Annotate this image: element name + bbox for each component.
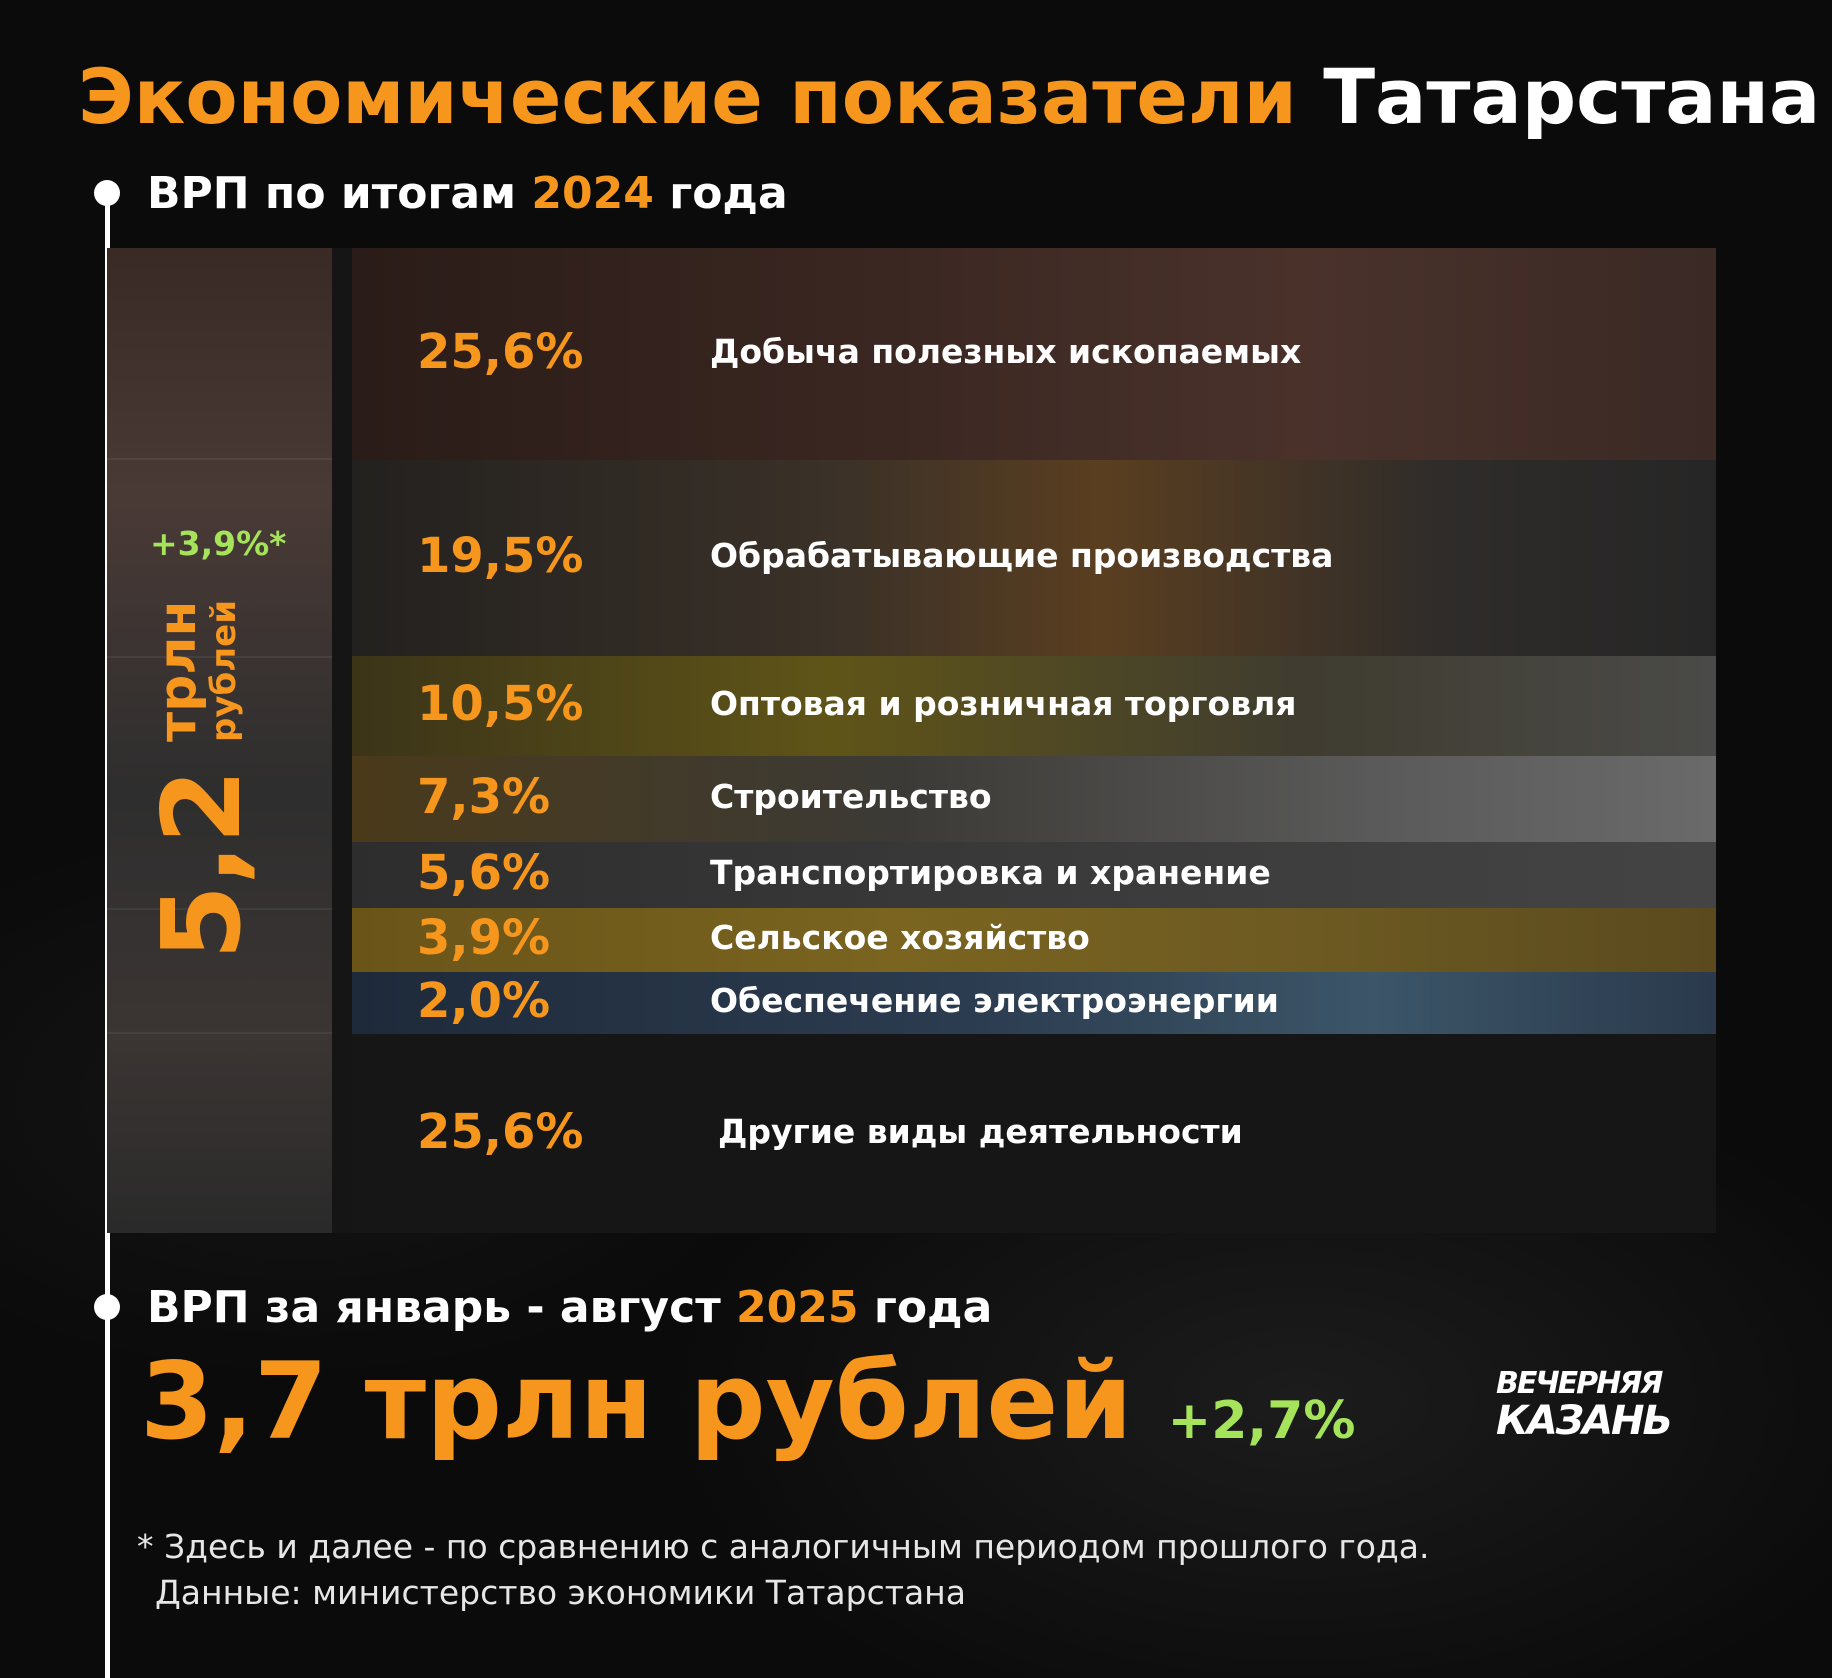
sector-row: 2,0% Обеспечение электроэнергии (352, 972, 1716, 1036)
total-2024-value: 5,2 (140, 768, 265, 960)
sector-share: 5,6% (417, 845, 551, 901)
logo-line-2: КАЗАНЬ (1496, 1398, 1673, 1444)
column-divider (107, 1032, 332, 1034)
column-divider (107, 908, 332, 910)
sector-row: 10,5% Оптовая и розничная торговля (352, 656, 1716, 758)
sector-label: Транспортировка и хранение (710, 853, 1271, 892)
unit-line-1: трлн (148, 600, 208, 742)
column-divider (107, 458, 332, 460)
heading-2024-year: 2024 (531, 168, 654, 219)
sector-label: Сельское хозяйство (710, 918, 1090, 957)
footnote-line-2: Данные: министерство экономики Татарстан… (155, 1573, 966, 1612)
footnote: * Здесь и далее - по сравнению с аналоги… (137, 1524, 1429, 1616)
heading-2025-text-after: года (873, 1282, 993, 1333)
page-title: Экономические показатели Татарстана (78, 52, 1821, 141)
sector-label: Другие виды деятельности (718, 1112, 1243, 1151)
sector-row: 7,3% Строительство (352, 756, 1716, 844)
section-heading-2025: ВРП за январь - август 2025 года (147, 1282, 992, 1333)
total-column (107, 248, 332, 1233)
vechernyaya-kazan-logo: ВЕЧЕРНЯЯ КАЗАНЬ (1496, 1368, 1716, 1444)
sector-row: 25,6% Добыча полезных ископаемых (352, 248, 1716, 462)
sector-label: Добыча полезных ископаемых (710, 332, 1302, 371)
sector-share: 25,6% (417, 324, 584, 380)
timeline-dot-2024 (94, 180, 120, 206)
sector-share: 10,5% (417, 676, 584, 732)
total-2024: 5,2 (140, 769, 265, 960)
heading-2024-text-after: года (669, 168, 788, 219)
logo-line-1: ВЕЧЕРНЯЯ (1496, 1366, 1663, 1401)
heading-2025-text-before: ВРП за январь - август (147, 1282, 721, 1333)
title-part-2: Татарстана (1323, 52, 1821, 141)
heading-2024-text-before: ВРП по итогам (147, 168, 517, 219)
sector-share: 2,0% (417, 973, 551, 1029)
sector-label: Обеспечение электроэнергии (710, 981, 1279, 1020)
column-divider (107, 656, 332, 658)
growth-2025: +2,7% (1167, 1391, 1356, 1451)
timeline-dot-2025 (94, 1294, 120, 1320)
heading-2025-year: 2025 (736, 1282, 859, 1333)
sector-share: 19,5% (417, 528, 584, 584)
sector-row: 25,6% Другие виды деятельности (352, 1034, 1716, 1233)
sector-row: 19,5% Обрабатывающие производства (352, 460, 1716, 658)
unit-line-2: рублей (204, 599, 244, 742)
sector-share: 25,6% (417, 1104, 584, 1160)
sector-label: Обрабатывающие производства (710, 536, 1334, 575)
sector-share: 3,9% (417, 910, 551, 966)
sector-share: 7,3% (417, 769, 551, 825)
sector-label: Оптовая и розничная торговля (710, 684, 1297, 723)
footnote-line-1: * Здесь и далее - по сравнению с аналоги… (137, 1527, 1430, 1566)
total-2025-value: 3,7 трлн рублей (140, 1340, 1133, 1463)
sector-row: 3,9% Сельское хозяйство (352, 908, 1716, 974)
total-2024-unit: трлн рублей (148, 599, 244, 742)
sector-label: Строительство (710, 777, 992, 816)
sector-row: 5,6% Транспортировка и хранение (352, 842, 1716, 910)
growth-2024: +3,9%* (150, 524, 287, 563)
total-2025: 3,7 трлн рублей +2,7% (140, 1340, 1355, 1463)
title-part-1: Экономические показатели (78, 52, 1297, 141)
section-heading-2024: ВРП по итогам 2024 года (147, 168, 788, 219)
